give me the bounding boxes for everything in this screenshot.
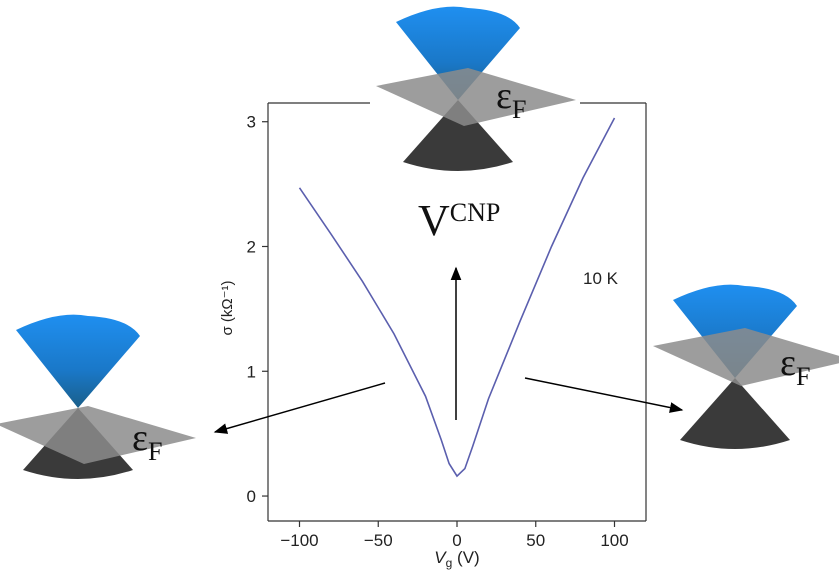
- fermi-plane: [376, 68, 576, 126]
- lower-cone: [680, 378, 790, 449]
- y-tick-label: 1: [247, 362, 256, 381]
- fermi-base: ε: [132, 417, 148, 459]
- fermi-plane: [0, 406, 196, 464]
- x-label-rest: (V): [452, 548, 479, 567]
- x-tick-label: −100: [280, 531, 318, 550]
- dirac-cone: εF: [376, 6, 576, 171]
- fermi-sub: F: [512, 95, 526, 124]
- x-label-base: V: [434, 548, 447, 567]
- x-label-sub: g: [446, 556, 453, 570]
- x-tick-label: 50: [526, 531, 545, 550]
- y-axis-label: σ (kΩ⁻¹): [219, 280, 236, 335]
- cnp-base: V: [418, 196, 450, 245]
- upper-cone: [396, 6, 520, 100]
- y-tick-label: 3: [247, 113, 256, 132]
- temperature-annotation: 10 K: [583, 269, 619, 288]
- arrow: [213, 382, 386, 434]
- dirac-cone: εF: [653, 284, 839, 449]
- lower-cone: [403, 100, 513, 171]
- y-tick-label: 0: [247, 487, 256, 506]
- fermi-label: εF: [780, 342, 810, 391]
- cnp-sup: CNP: [450, 198, 501, 227]
- fermi-sub: F: [148, 437, 162, 466]
- fermi-sub: F: [796, 362, 810, 391]
- fermi-base: ε: [496, 75, 512, 117]
- fermi-base: ε: [780, 342, 796, 384]
- data-line: [298, 117, 616, 478]
- fermi-label: εF: [496, 75, 526, 124]
- dirac-cone: εF: [0, 314, 196, 479]
- x-axis-label: Vg (V): [434, 548, 479, 570]
- x-tick-label: 100: [600, 531, 628, 550]
- x-tick-label: 0: [452, 531, 461, 550]
- y-tick-label: 2: [247, 237, 256, 256]
- cnp-label: VCNP: [418, 196, 500, 245]
- fermi-label: εF: [132, 417, 162, 466]
- x-tick-label: −50: [364, 531, 393, 550]
- upper-cone: [16, 314, 140, 408]
- arrow: [524, 377, 684, 413]
- fermi-plane: [653, 328, 839, 386]
